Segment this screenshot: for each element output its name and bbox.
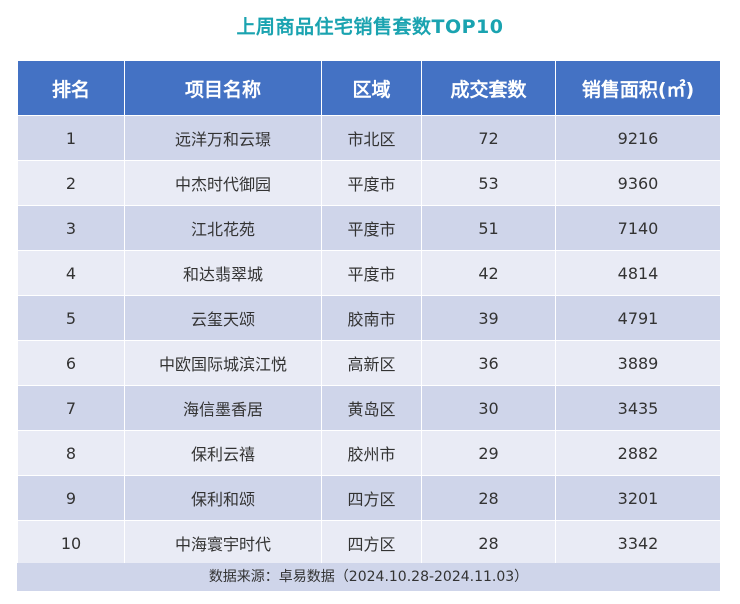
table-body: 1 远洋万和云璟 市北区 72 9216 2 中杰时代御园 平度市 53 9360 3 江北花苑 平度市… (17, 115, 721, 566)
sales-area-cell: 3342 (555, 520, 721, 566)
district-cell: 四方区 (321, 475, 422, 521)
project-name-cell: 保利和颂 (124, 475, 322, 521)
units-sold-cell: 42 (421, 250, 556, 296)
district-cell: 胶南市 (321, 295, 422, 341)
rank-cell: 3 (17, 205, 125, 251)
district-cell: 平度市 (321, 250, 422, 296)
rank-cell: 8 (17, 430, 125, 476)
project-name-cell: 远洋万和云璟 (124, 115, 322, 161)
table-row: 6 中欧国际城滨江悦 高新区 36 3889 (17, 340, 721, 386)
project-name-cell: 海信墨香居 (124, 385, 322, 431)
table-row: 9 保利和颂 四方区 28 3201 (17, 475, 721, 521)
units-sold-cell: 28 (421, 520, 556, 566)
project-name-cell: 和达翡翠城 (124, 250, 322, 296)
data-source-note: 数据来源：卓易数据（2024.10.28-2024.11.03） (17, 563, 720, 591)
district-cell: 平度市 (321, 205, 422, 251)
project-name-cell: 中欧国际城滨江悦 (124, 340, 322, 386)
rank-cell: 4 (17, 250, 125, 296)
units-sold-cell: 53 (421, 160, 556, 206)
units-sold-cell: 30 (421, 385, 556, 431)
district-cell: 胶州市 (321, 430, 422, 476)
table-row: 5 云玺天颂 胶南市 39 4791 (17, 295, 721, 341)
rank-cell: 1 (17, 115, 125, 161)
rank-cell: 7 (17, 385, 125, 431)
rank-cell: 10 (17, 520, 125, 566)
district-cell: 平度市 (321, 160, 422, 206)
district-cell: 四方区 (321, 520, 422, 566)
header-rank: 排名 (17, 60, 125, 116)
project-name-cell: 江北花苑 (124, 205, 322, 251)
table-row: 8 保利云禧 胶州市 29 2882 (17, 430, 721, 476)
page-title: 上周商品住宅销售套数TOP10 (236, 16, 504, 38)
units-sold-cell: 36 (421, 340, 556, 386)
sales-area-cell: 7140 (555, 205, 721, 251)
header-project-name: 项目名称 (124, 60, 322, 116)
units-sold-cell: 51 (421, 205, 556, 251)
sales-area-cell: 4814 (555, 250, 721, 296)
rank-cell: 2 (17, 160, 125, 206)
header-sales-area: 销售面积(㎡) (555, 60, 721, 116)
table-row: 3 江北花苑 平度市 51 7140 (17, 205, 721, 251)
header-district: 区域 (321, 60, 422, 116)
rank-cell: 6 (17, 340, 125, 386)
project-name-cell: 保利云禧 (124, 430, 322, 476)
table-row: 2 中杰时代御园 平度市 53 9360 (17, 160, 721, 206)
table-row: 10 中海寰宇时代 四方区 28 3342 (17, 520, 721, 566)
units-sold-cell: 29 (421, 430, 556, 476)
sales-area-cell: 9360 (555, 160, 721, 206)
sales-area-cell: 4791 (555, 295, 721, 341)
units-sold-cell: 72 (421, 115, 556, 161)
table-row: 7 海信墨香居 黄岛区 30 3435 (17, 385, 721, 431)
sales-area-cell: 3889 (555, 340, 721, 386)
table-header-row: 排名 项目名称 区域 成交套数 销售面积(㎡) (17, 60, 721, 116)
rank-cell: 5 (17, 295, 125, 341)
sales-area-cell: 3435 (555, 385, 721, 431)
table-row: 4 和达翡翠城 平度市 42 4814 (17, 250, 721, 296)
project-name-cell: 云玺天颂 (124, 295, 322, 341)
sales-area-cell: 3201 (555, 475, 721, 521)
header-units-sold: 成交套数 (421, 60, 556, 116)
project-name-cell: 中杰时代御园 (124, 160, 322, 206)
sales-ranking-table: 排名 项目名称 区域 成交套数 销售面积(㎡) 1 远洋万和云璟 市北区 72 9216… (17, 60, 721, 566)
units-sold-cell: 39 (421, 295, 556, 341)
units-sold-cell: 28 (421, 475, 556, 521)
project-name-cell: 中海寰宇时代 (124, 520, 322, 566)
sales-area-cell: 9216 (555, 115, 721, 161)
table-row: 1 远洋万和云璟 市北区 72 9216 (17, 115, 721, 161)
sales-area-cell: 2882 (555, 430, 721, 476)
rank-cell: 9 (17, 475, 125, 521)
district-cell: 高新区 (321, 340, 422, 386)
district-cell: 黄岛区 (321, 385, 422, 431)
district-cell: 市北区 (321, 115, 422, 161)
